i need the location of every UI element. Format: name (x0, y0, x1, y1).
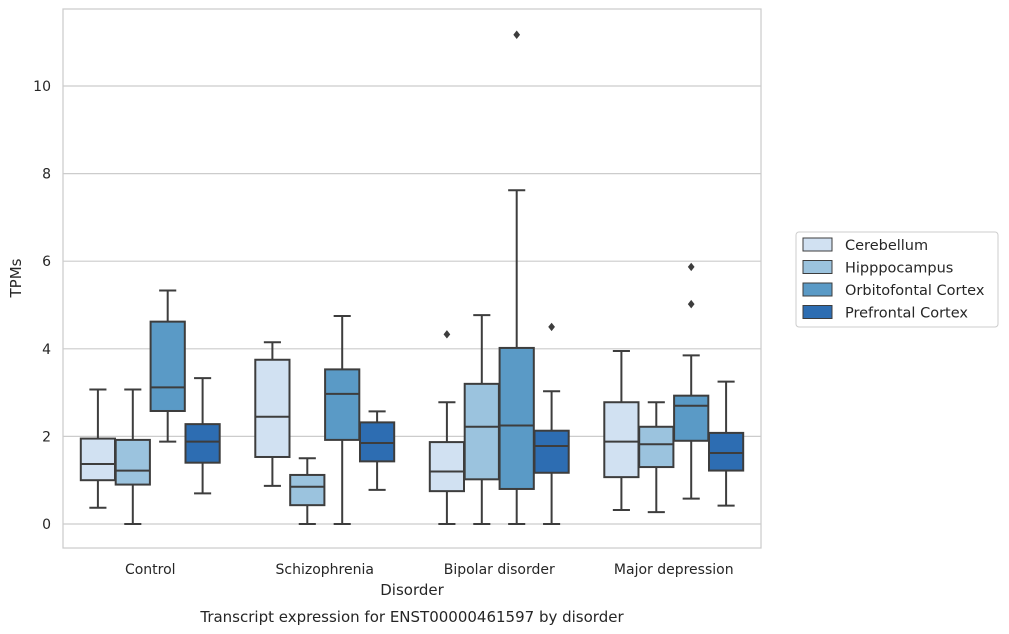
y-axis-label: TPMs (7, 258, 25, 298)
box-group (79, 289, 221, 525)
legend-swatch (802, 237, 833, 252)
box-iqr (498, 346, 535, 490)
box-iqr (114, 438, 151, 486)
y-tick-label: 4 (42, 342, 51, 358)
box-iqr (638, 425, 675, 469)
box-iqr (149, 320, 186, 412)
legend-label: Orbitofontal Cortex (845, 283, 985, 299)
y-tick-label: 2 (42, 429, 51, 445)
legend-label: Prefrontal Cortex (845, 306, 968, 322)
legend-swatch (802, 282, 833, 297)
x-tick-label: Control (125, 562, 176, 578)
box-group (428, 30, 570, 525)
box-iqr (324, 368, 361, 441)
outlier-point (687, 299, 695, 309)
legend-swatch (802, 260, 833, 274)
y-tick-label: 8 (42, 167, 51, 183)
x-tick-label: Bipolar disorder (444, 562, 555, 578)
x-axis-label: Disorder (380, 581, 444, 599)
y-tick-label: 0 (42, 517, 51, 533)
box-iqr (428, 441, 466, 493)
y-tick-labels: 0 2 4 6 8 10 (33, 79, 51, 533)
outlier-point (548, 322, 555, 332)
box-iqr (358, 421, 396, 463)
box-iqr (184, 423, 221, 464)
outlier-point (443, 330, 451, 339)
outlier-point (513, 30, 521, 39)
box-iqr (533, 429, 570, 474)
box-iqr (254, 358, 291, 458)
box-groups (79, 30, 745, 525)
outlier-point (687, 262, 695, 272)
legend-label: Cerebellum (845, 238, 928, 254)
chart-caption: Transcript expression for ENST0000046159… (199, 608, 624, 626)
box-iqr (79, 437, 117, 482)
box-iqr (603, 401, 640, 479)
legend-frame (795, 231, 999, 328)
box-iqr (707, 431, 745, 472)
y-tick-label: 6 (42, 254, 51, 270)
box-iqr (463, 382, 500, 481)
legend-swatch (802, 305, 833, 319)
legend: Cerebellum Hipppocampus Orbitofontal Corte… (795, 231, 999, 328)
box-group (254, 314, 396, 525)
x-tick-labels: Control Schizophrenia Bipolar disorder Majo… (125, 562, 734, 578)
legend-label: Hipppocampus (845, 261, 953, 277)
x-tick-label: Major depression (614, 562, 734, 578)
box-iqr (289, 473, 326, 507)
x-tick-label: Schizophrenia (276, 562, 374, 578)
box-iqr (673, 394, 710, 442)
y-tick-label: 10 (33, 79, 51, 95)
box-group (603, 262, 745, 514)
